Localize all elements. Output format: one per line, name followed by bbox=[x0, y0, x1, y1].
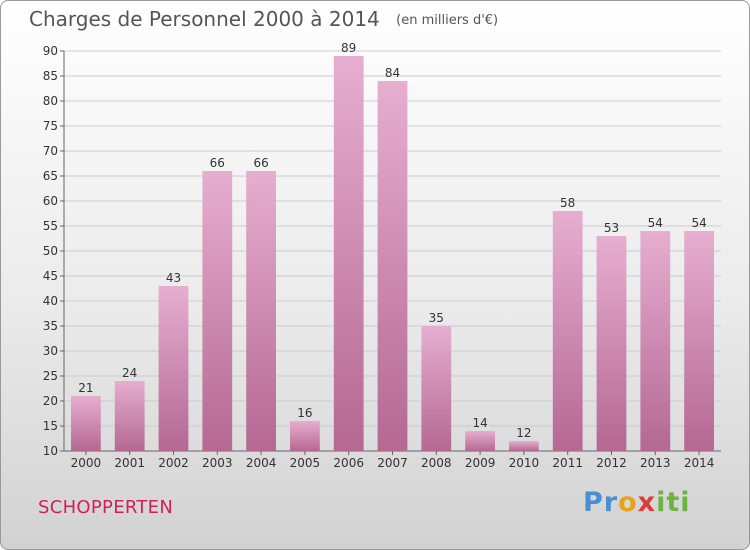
value-label: 66 bbox=[253, 156, 268, 170]
bar-2005 bbox=[290, 421, 320, 451]
x-tick-label: 2001 bbox=[114, 456, 145, 470]
y-tick-label: 85 bbox=[43, 69, 58, 83]
x-tick-label: 2003 bbox=[202, 456, 233, 470]
bar-2007 bbox=[377, 81, 408, 451]
proxiti-logo[interactable]: Proxiti bbox=[583, 487, 691, 518]
x-tick-label: 2006 bbox=[333, 456, 364, 470]
y-tick-label: 10 bbox=[43, 444, 58, 458]
bar-2011 bbox=[552, 211, 583, 451]
y-tick-label: 45 bbox=[43, 269, 58, 283]
x-tick-label: 2002 bbox=[158, 456, 189, 470]
y-tick-label: 20 bbox=[43, 394, 58, 408]
value-label: 43 bbox=[166, 271, 181, 285]
value-label: 84 bbox=[385, 66, 400, 80]
bar-2009 bbox=[465, 431, 495, 451]
value-label: 66 bbox=[210, 156, 225, 170]
y-tick-label: 50 bbox=[43, 244, 58, 258]
x-tick-label: 2011 bbox=[552, 456, 583, 470]
value-label: 89 bbox=[341, 41, 356, 55]
y-tick-label: 55 bbox=[43, 219, 58, 233]
bar-2008 bbox=[421, 326, 452, 451]
x-tick-label: 2009 bbox=[465, 456, 496, 470]
y-tick-label: 65 bbox=[43, 169, 58, 183]
bars bbox=[71, 56, 714, 451]
value-label: 54 bbox=[648, 216, 663, 230]
x-tick-label: 2007 bbox=[377, 456, 408, 470]
value-label: 54 bbox=[691, 216, 706, 230]
chart-subtitle: (en milliers d'€) bbox=[396, 13, 499, 28]
value-label: 14 bbox=[472, 416, 487, 430]
chart-title: Charges de Personnel 2000 à 2014 (en mil… bbox=[29, 7, 498, 31]
chart-title-text: Charges de Personnel 2000 à 2014 bbox=[29, 7, 380, 31]
y-tick-label: 40 bbox=[43, 294, 58, 308]
bar-2013 bbox=[640, 231, 671, 451]
value-label: 12 bbox=[516, 426, 531, 440]
x-tick-label: 2014 bbox=[684, 456, 715, 470]
x-tick-label: 2004 bbox=[246, 456, 277, 470]
y-tick-label: 15 bbox=[43, 419, 58, 433]
y-tick-label: 30 bbox=[43, 344, 58, 358]
labels: 10 15 20 25 30 35 40 45 50 55 60 65 70 75 80 85 90 21 2000… bbox=[43, 41, 715, 470]
value-label: 35 bbox=[429, 311, 444, 325]
bar-2004 bbox=[246, 171, 276, 451]
value-label: 24 bbox=[122, 366, 137, 380]
x-tick-label: 2005 bbox=[290, 456, 321, 470]
y-tick-label: 60 bbox=[43, 194, 58, 208]
x-tick-label: 2010 bbox=[509, 456, 540, 470]
y-tick-label: 80 bbox=[43, 94, 58, 108]
x-tick-label: 2008 bbox=[421, 456, 452, 470]
bar-2002 bbox=[158, 286, 189, 451]
bar-2010 bbox=[509, 441, 539, 451]
y-tick-label: 70 bbox=[43, 144, 58, 158]
bar-2006 bbox=[333, 56, 364, 451]
x-tick-label: 2000 bbox=[71, 456, 102, 470]
y-tick-label: 90 bbox=[43, 44, 58, 58]
bar-2003 bbox=[202, 171, 233, 451]
y-tick-label: 25 bbox=[43, 369, 58, 383]
value-label: 58 bbox=[560, 196, 575, 210]
bar-2012 bbox=[596, 236, 627, 451]
value-label: 16 bbox=[297, 406, 312, 420]
value-label: 21 bbox=[78, 381, 93, 395]
y-tick-label: 35 bbox=[43, 319, 58, 333]
value-label: 53 bbox=[604, 221, 619, 235]
bar-2014 bbox=[684, 231, 714, 451]
y-tick-label: 75 bbox=[43, 119, 58, 133]
x-tick-label: 2012 bbox=[596, 456, 627, 470]
bar-2001 bbox=[114, 381, 145, 451]
bar-2000 bbox=[71, 396, 101, 451]
x-tick-label: 2013 bbox=[640, 456, 671, 470]
commune-name: SCHOPPERTEN bbox=[38, 497, 174, 518]
